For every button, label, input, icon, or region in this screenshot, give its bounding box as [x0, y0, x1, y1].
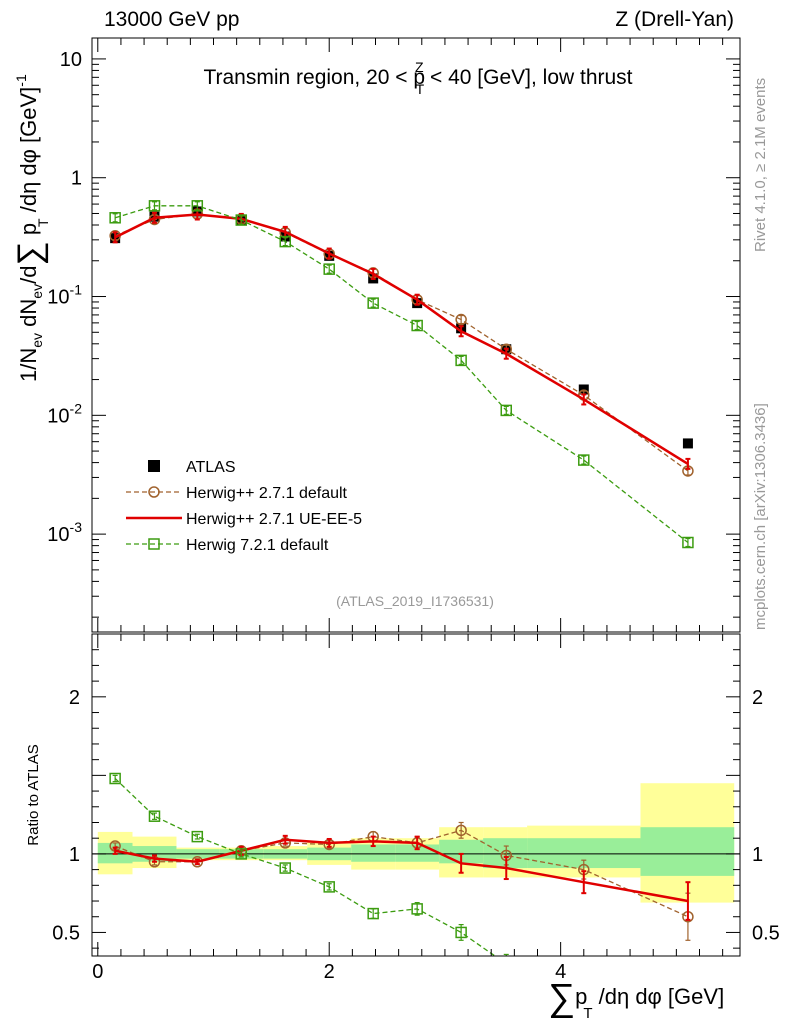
ratio-y-tick-label-right: 2	[752, 687, 763, 709]
ylabel-part: /dη dφ [GeV]	[16, 87, 41, 219]
point-atlas	[682, 438, 693, 449]
point-herwig-7-2-1-default	[500, 404, 513, 417]
point-herwig-2-7-1-default	[455, 313, 467, 326]
y-tick-mantissa: 1	[71, 168, 82, 190]
x-tick-label: 4	[555, 961, 566, 983]
xlabel-sub: T	[583, 1005, 592, 1022]
process-label: Z (Drell-Yan)	[615, 8, 734, 31]
x-axis-label: ∑p T /dη dφ [GeV]	[548, 977, 724, 1022]
series-line-herwig-2-7-1-ue-ee-5	[114, 213, 689, 465]
legend-label-herwig-7-2-1-default: Herwig 7.2.1 default	[186, 537, 329, 554]
y-tick-label: 10-3	[47, 519, 82, 546]
energy-label: 13000 GeV pp	[104, 8, 240, 31]
point-herwig-7-2-1-default	[109, 212, 121, 224]
series-line-herwig-7-2-1-default	[114, 205, 689, 544]
ratio-y-tick-label-right: 1	[752, 844, 763, 866]
ratio-point-herwig-2-7-1-default	[455, 824, 467, 837]
legend-label-herwig-2-7-1-default: Herwig++ 2.7.1 default	[186, 485, 348, 502]
ylabel-part: dN	[16, 299, 41, 333]
ylabel-part: 1/N	[16, 348, 41, 382]
ratio-point-herwig-7-2-1-default	[148, 810, 161, 822]
y-tick-mantissa: 10	[60, 49, 82, 71]
point-herwig-7-2-1-default	[148, 200, 161, 212]
legend-marker-atlas	[148, 460, 160, 472]
ylabel-sum: ∑	[11, 241, 49, 265]
ratio-point-herwig-7-2-1-default	[367, 907, 379, 920]
ratio-point-herwig-7-2-1-default	[411, 903, 423, 915]
ratio-line-herwig-7-2-1-default	[114, 778, 497, 956]
title-text: < 40 [GeV], low thrust	[424, 66, 633, 89]
ratio-point-herwig-7-2-1-default	[235, 848, 248, 860]
ylabel-sup: -1	[13, 74, 29, 87]
ratio-point-herwig-7-2-1-default	[501, 959, 511, 969]
y-tick-exponent: -3	[70, 519, 83, 535]
point-herwig-7-2-1-default	[682, 536, 694, 549]
ratio-point-herwig-7-2-1-default	[455, 926, 467, 939]
ratio-y-tick-label: 1	[69, 844, 80, 866]
point-herwig-7-2-1-default	[578, 454, 590, 466]
x-tick-label: 2	[324, 961, 335, 983]
legend-label-atlas: ATLAS	[186, 459, 236, 476]
title-subscript: T	[416, 81, 425, 97]
y-tick-mantissa: 10	[47, 524, 69, 546]
ylabel-sub: ev	[29, 284, 45, 299]
y-tick-label: 10	[60, 49, 82, 71]
y-tick-mantissa: 10	[47, 287, 69, 309]
xlabel-sum: ∑	[548, 977, 575, 1019]
y-tick-label: 10-1	[47, 282, 82, 309]
legend-label-herwig-2-7-1-ue-ee-5: Herwig++ 2.7.1 UE-EE-5	[186, 511, 362, 528]
ratio-band-green	[351, 844, 396, 862]
ratio-y-tick-label: 2	[69, 687, 80, 709]
main-panel-frame	[91, 37, 741, 633]
ratio-point-herwig-7-2-1-default	[279, 862, 291, 874]
ylabel-sub: ev	[29, 333, 45, 348]
ratio-y-axis-label: Ratio to ATLAS	[25, 744, 42, 845]
ratio-y-tick-label-right: 0.5	[752, 922, 780, 944]
point-herwig-7-2-1-default	[455, 354, 467, 367]
ratio-point-herwig-7-2-1-default	[579, 967, 589, 977]
series-line-herwig-2-7-1-default	[114, 213, 689, 472]
point-herwig-7-2-1-default	[191, 200, 204, 212]
point-herwig-7-2-1-default	[367, 297, 379, 309]
ratio-point-herwig-7-2-1-default	[191, 830, 204, 843]
point-herwig-7-2-1-default	[235, 214, 248, 226]
ratio-point-herwig-7-2-1-default	[109, 772, 121, 785]
y-axis-label: 1/Nev dNev/d∑ pT /dη dφ [GeV]-1	[11, 74, 51, 382]
legend-marker-herwig-2-7-1-default	[148, 486, 160, 498]
plot-title: Transmin region, 20 < pZ T < 40 [GeV], lo…	[203, 59, 632, 97]
ratio-band-green	[640, 827, 735, 876]
ratio-y-tick-label: 0.5	[52, 922, 80, 944]
analysis-tag: (ATLAS_2019_I1736531)	[336, 593, 494, 609]
title-superscript: Z	[415, 59, 424, 75]
y-tick-mantissa: 10	[47, 405, 69, 427]
ylabel-sub: T	[35, 218, 51, 227]
y-tick-exponent: -1	[70, 282, 83, 298]
ratio-line-herwig-2-7-1-ue-ee-5	[114, 838, 689, 903]
x-tick-label: 0	[92, 961, 103, 983]
title-text: Transmin region, 20 < p	[203, 66, 425, 89]
xlabel-part: /dη dφ [GeV]	[593, 984, 725, 1009]
point-herwig-7-2-1-default	[411, 319, 423, 332]
y-tick-label: 10-2	[47, 400, 82, 427]
ylabel-part: p	[16, 223, 41, 241]
ylabel-part: /d	[16, 266, 41, 284]
xlabel-part: p	[575, 984, 587, 1009]
y-tick-label: 1	[71, 168, 82, 190]
point-herwig-7-2-1-default	[323, 263, 335, 275]
ratio-line-herwig-2-7-1-default	[114, 829, 689, 918]
ratio-point-herwig-7-2-1-default	[323, 881, 335, 893]
y-tick-exponent: -2	[70, 400, 83, 416]
point-herwig-7-2-1-default	[279, 235, 291, 248]
ratio-panel-frame	[91, 633, 741, 957]
legend-marker-herwig-7-2-1-default	[148, 538, 160, 550]
ratio-band-green	[483, 838, 528, 869]
